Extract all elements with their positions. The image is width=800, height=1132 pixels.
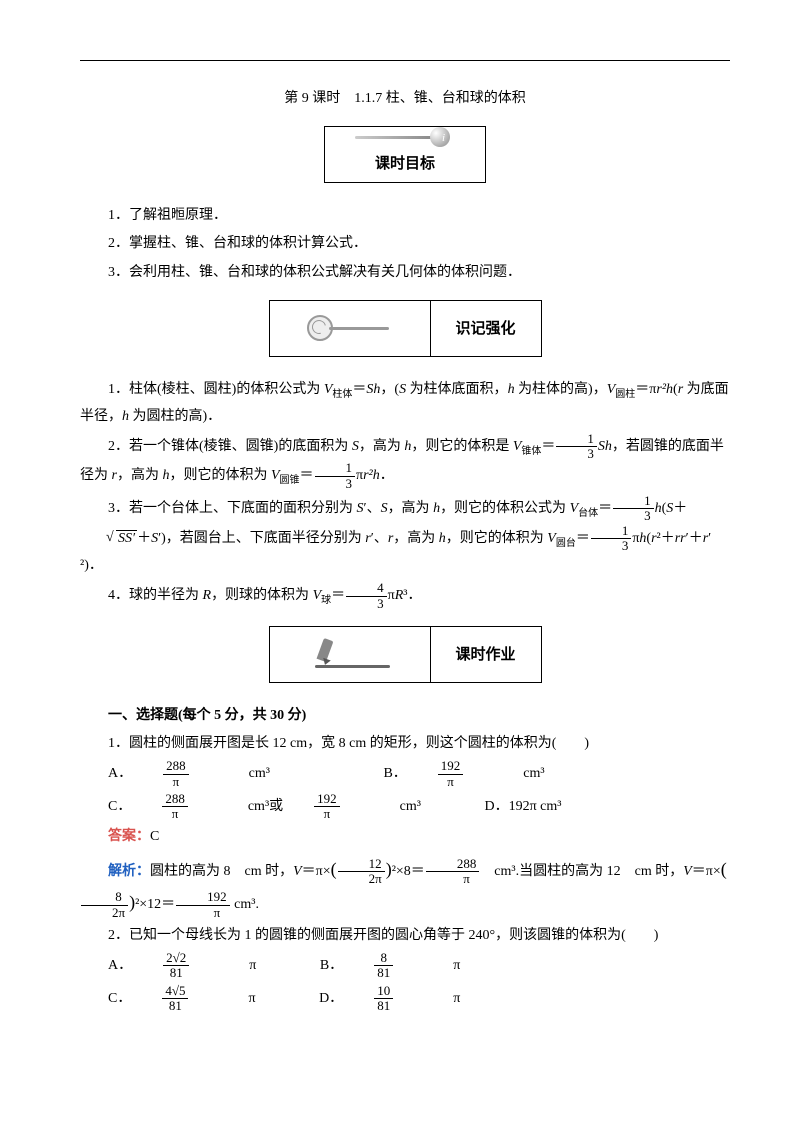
goal-item-2: 2．掌握柱、锥、台和球的体积计算公式． [80, 231, 730, 256]
q1-options-cd: C．288π cm³或 192π cm³ D．192π cm³ [108, 792, 730, 822]
formula-4: 4．球的半径为 R，则球的体积为 V球＝43πR³． [80, 581, 730, 611]
q1-stem: 1．圆柱的侧面展开图是长 12 cm，宽 8 cm 的矩形，则这个圆柱的体积为(… [80, 731, 730, 756]
homework-section-box: 课时作业 [80, 626, 730, 683]
memorize-label: 识记强化 [431, 315, 541, 342]
q1-options-ab: A．288π cm³ B．192π cm³ [108, 759, 730, 789]
goal-item-3: 3．会利用柱、锥、台和球的体积公式解决有关几何体的体积问题． [80, 260, 730, 285]
goal-icon: i [355, 127, 455, 146]
goal-box-icon-area: i 课时目标 [325, 127, 485, 182]
goal-label: 课时目标 [375, 150, 435, 177]
goal-item-1: 1．了解祖暅原理． [80, 203, 730, 228]
magnifier-icon [270, 301, 431, 356]
goal-section-box: i 课时目标 [80, 126, 730, 183]
homework-label: 课时作业 [431, 641, 541, 668]
memorize-section-box: 识记强化 [80, 300, 730, 357]
q1-analysis: 解析：圆柱的高为 8 cm 时，V＝π×(122π)²×8＝288π cm³.当… [80, 853, 730, 920]
page-title: 第 9 课时 1.1.7 柱、锥、台和球的体积 [80, 86, 730, 111]
top-rule [80, 60, 730, 61]
section1-title: 一、选择题(每个 5 分，共 30 分) [80, 703, 730, 728]
formula-1: 1．柱体(棱柱、圆柱)的体积公式为 V柱体＝Sh，(S 为柱体底面积，h 为柱体… [80, 377, 730, 429]
q1-answer: 答案：C [80, 824, 730, 849]
q2-options-ab: A．2√281π B．881π [108, 951, 730, 981]
q2-options-cd: C．4√581π D．1081π [108, 984, 730, 1014]
pen-icon [270, 627, 431, 682]
q2-stem: 2．已知一个母线长为 1 的圆锥的侧面展开图的圆心角等于 240°，则该圆锥的体… [80, 923, 730, 948]
formula-2: 2．若一个锥体(棱锥、圆锥)的底面积为 S，高为 h，则它的体积是 V锥体＝13… [80, 432, 730, 491]
formula-3: 3．若一个台体上、下底面的面积分别为 S′、S，高为 h，则它的体积公式为 V台… [80, 494, 730, 578]
